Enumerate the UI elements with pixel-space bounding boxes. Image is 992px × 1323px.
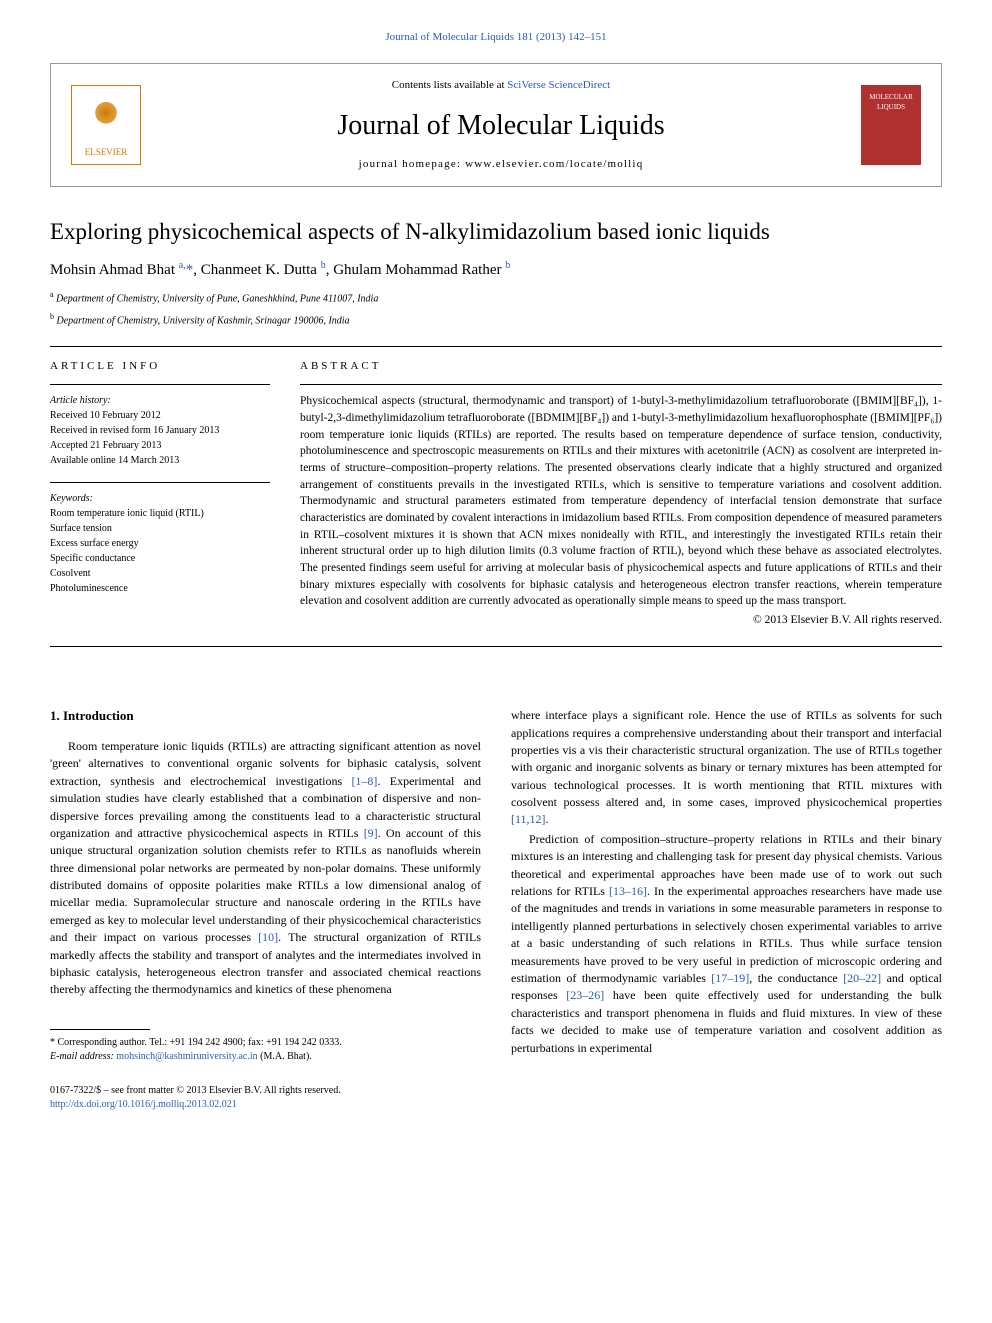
author-3[interactable]: Ghulam Mohammad Rather: [333, 262, 501, 278]
issn-line: 0167-7322/$ – see front matter © 2013 El…: [50, 1084, 481, 1098]
elsevier-label: ELSEVIER: [85, 146, 128, 159]
contents-line: Contents lists available at SciVerse Sci…: [141, 78, 861, 93]
intro-paragraph-2: Prediction of composition–structure–prop…: [511, 831, 942, 1057]
corresponding-author-note: * Corresponding author. Tel.: +91 194 24…: [50, 1036, 481, 1050]
divider: [50, 346, 942, 347]
abstract-copyright: © 2013 Elsevier B.V. All rights reserved…: [300, 612, 942, 628]
info-abstract-row: article info Article history: Received 1…: [50, 359, 942, 628]
article-title: Exploring physicochemical aspects of N-a…: [50, 217, 942, 247]
citation-link[interactable]: [17–19]: [711, 971, 749, 985]
citation-link[interactable]: [20–22]: [843, 971, 881, 985]
author-list: Mohsin Ahmad Bhat a,*, Chanmeet K. Dutta…: [50, 259, 942, 281]
author-1[interactable]: Mohsin Ahmad Bhat: [50, 262, 175, 278]
header-center: Contents lists available at SciVerse Sci…: [141, 78, 861, 172]
citation-link[interactable]: [1–8]: [351, 774, 377, 788]
elsevier-logo: ELSEVIER: [71, 85, 141, 165]
author-2[interactable]: Chanmeet K. Dutta: [201, 262, 317, 278]
affiliation-b: b Department of Chemistry, University of…: [50, 311, 942, 328]
homepage-line: journal homepage: www.elsevier.com/locat…: [141, 157, 861, 172]
doi-link[interactable]: http://dx.doi.org/10.1016/j.molliq.2013.…: [50, 1098, 481, 1112]
citation-link[interactable]: [11,12]: [511, 812, 546, 826]
footnote-separator: [50, 1029, 150, 1030]
homepage-url[interactable]: www.elsevier.com/locate/molliq: [465, 158, 643, 170]
divider: [50, 646, 942, 647]
body-two-column: 1. Introduction Room temperature ionic l…: [50, 707, 942, 1112]
article-history: Article history: Received 10 February 20…: [50, 393, 270, 468]
intro-paragraph-1: Room temperature ionic liquids (RTILs) a…: [50, 738, 481, 999]
footnotes: * Corresponding author. Tel.: +91 194 24…: [50, 1036, 481, 1064]
email-line: E-mail address: mohsinch@kashmiruniversi…: [50, 1050, 481, 1064]
abstract-column: abstract Physicochemical aspects (struct…: [300, 359, 942, 628]
citation-link[interactable]: [23–26]: [566, 988, 604, 1002]
elsevier-tree-icon: [86, 97, 126, 142]
affiliation-a: a Department of Chemistry, University of…: [50, 289, 942, 306]
abstract-text: Physicochemical aspects (structural, the…: [300, 393, 942, 610]
article-info-column: article info Article history: Received 1…: [50, 359, 270, 628]
email-link[interactable]: mohsinch@kashmiruniversity.ac.in: [116, 1051, 257, 1062]
abstract-divider: [300, 384, 942, 385]
citation-link[interactable]: [13–16]: [609, 884, 647, 898]
abstract-label: abstract: [300, 359, 942, 374]
info-divider: [50, 482, 270, 483]
citation-link[interactable]: [10]: [258, 930, 278, 944]
article-info-label: article info: [50, 359, 270, 374]
section-heading-intro: 1. Introduction: [50, 707, 481, 726]
journal-header: ELSEVIER Contents lists available at Sci…: [50, 63, 942, 187]
citation-link[interactable]: [9]: [364, 826, 378, 840]
body-right-column: where interface plays a significant role…: [511, 707, 942, 1112]
bottom-issn-doi: 0167-7322/$ – see front matter © 2013 El…: [50, 1084, 481, 1112]
corresponding-star: *: [186, 262, 194, 278]
top-citation-link[interactable]: Journal of Molecular Liquids 181 (2013) …: [50, 30, 942, 45]
journal-cover-thumbnail: MOLECULAR LIQUIDS: [861, 85, 921, 165]
info-divider: [50, 384, 270, 385]
body-left-column: 1. Introduction Room temperature ionic l…: [50, 707, 481, 1112]
intro-paragraph-1-cont: where interface plays a significant role…: [511, 707, 942, 829]
keywords-block: Keywords: Room temperature ionic liquid …: [50, 491, 270, 596]
sciencedirect-link[interactable]: SciVerse ScienceDirect: [507, 79, 610, 91]
journal-name: Journal of Molecular Liquids: [141, 106, 861, 145]
